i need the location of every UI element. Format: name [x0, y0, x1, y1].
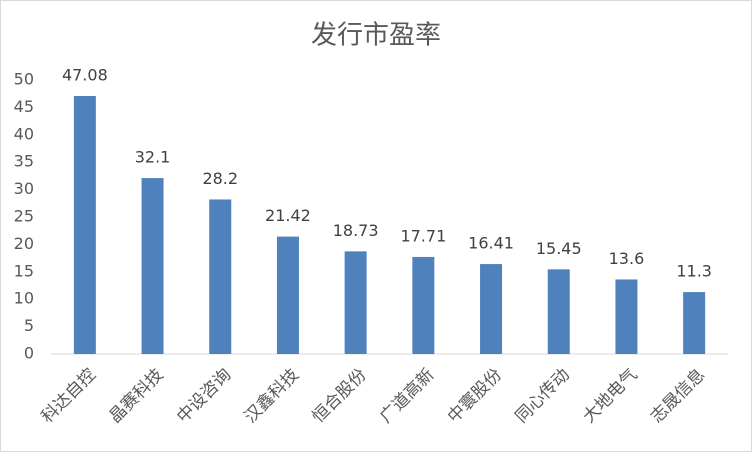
data-label: 18.73 [333, 221, 379, 240]
y-tick-label: 45 [14, 97, 34, 116]
bar [615, 279, 638, 354]
y-tick-label: 0 [24, 344, 34, 363]
y-tick-label: 15 [14, 261, 34, 280]
data-label: 47.08 [62, 66, 108, 85]
bar [480, 264, 503, 354]
y-tick-label: 35 [14, 152, 34, 171]
data-label: 11.3 [676, 262, 712, 281]
bar [683, 292, 706, 354]
data-label: 21.42 [265, 206, 311, 225]
data-label: 28.2 [202, 169, 238, 188]
bar [344, 251, 367, 354]
y-tick-label: 40 [14, 124, 34, 143]
chart-title: 发行市盈率 [311, 21, 441, 51]
y-tick-label: 25 [14, 207, 34, 226]
y-tick-label: 10 [14, 289, 34, 308]
bar [209, 199, 232, 354]
data-label: 32.1 [135, 148, 171, 167]
bar [141, 178, 164, 354]
y-tick-label: 30 [14, 179, 34, 198]
bar [547, 269, 570, 354]
data-label: 17.71 [400, 226, 446, 245]
y-tick-label: 50 [14, 70, 34, 89]
bar [276, 236, 299, 354]
y-tick-label: 20 [14, 234, 34, 253]
data-label: 16.41 [468, 234, 514, 253]
data-label: 15.45 [536, 239, 582, 258]
bar [73, 96, 96, 355]
y-tick-label: 5 [24, 316, 34, 335]
data-label: 13.6 [609, 249, 645, 268]
bar [412, 256, 435, 354]
